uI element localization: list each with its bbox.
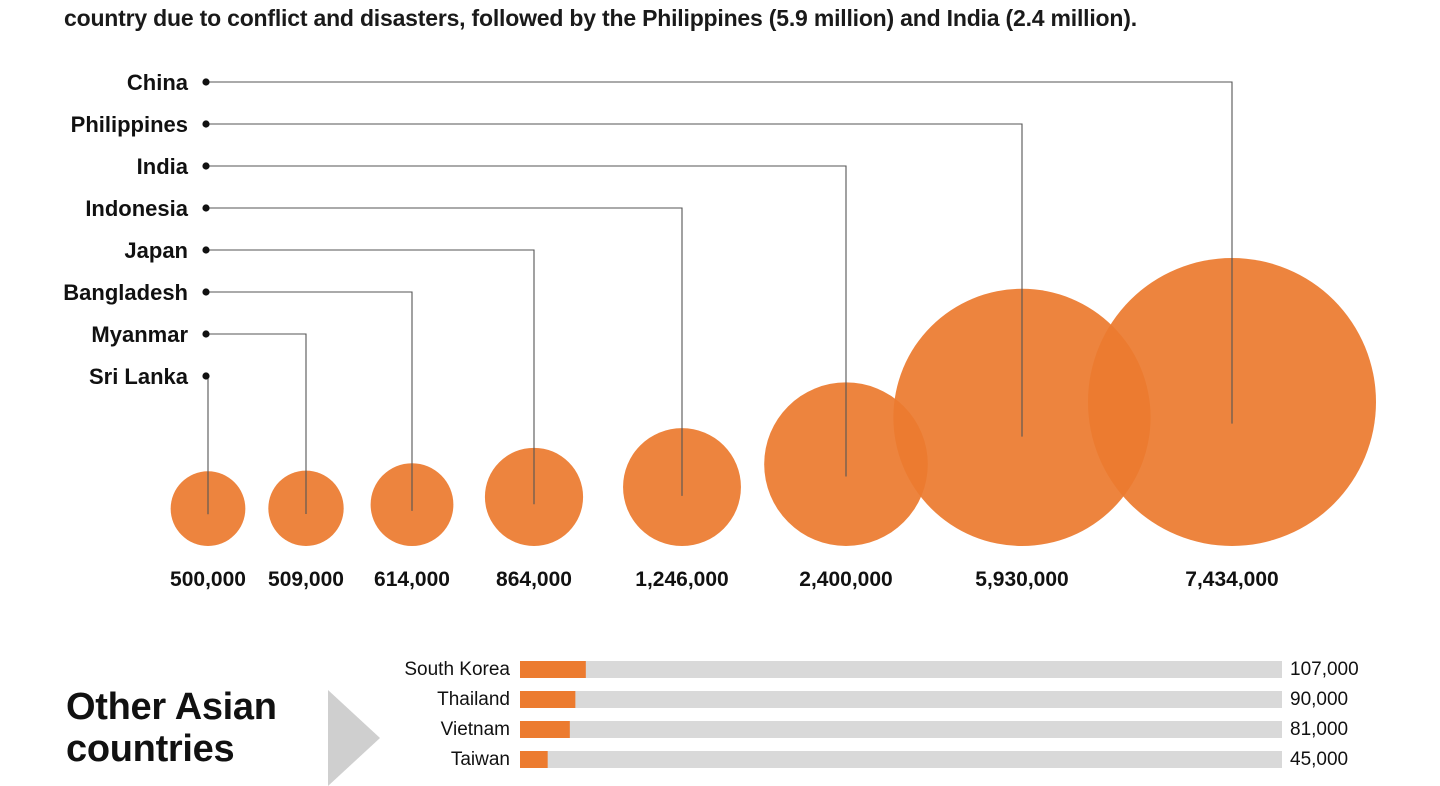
bar-row: South Korea 107,000: [404, 659, 1358, 680]
value-label: 614,000: [374, 568, 450, 591]
country-label: Philippines: [71, 112, 188, 137]
bubble-chart: Sri Lanka Myanmar Bangladesh Japan Indonesia…: [63, 70, 1376, 591]
bar-track: [520, 691, 1282, 708]
bar-track: [520, 661, 1282, 678]
bar-track: [520, 751, 1282, 768]
country-label: Bangladesh: [63, 280, 188, 305]
other-title-line-1: Other Asian: [66, 686, 277, 728]
bar-category-label: South Korea: [404, 659, 510, 680]
bar-category-label: Thailand: [437, 689, 510, 710]
leader-line: [206, 207, 683, 496]
country-label: Japan: [124, 238, 188, 263]
bar: [520, 691, 576, 708]
other-title-line-2: countries: [66, 728, 235, 770]
other-asian-countries-title: Other Asian countries: [66, 686, 277, 770]
arrow-right-icon: [328, 690, 380, 786]
bar-value-label: 81,000: [1290, 719, 1348, 740]
bar: [520, 751, 548, 768]
bar-track: [520, 721, 1282, 738]
bar-row: Thailand 90,000: [437, 689, 1348, 710]
value-label: 1,246,000: [635, 568, 728, 591]
legend-dot: [202, 120, 210, 128]
value-label: 509,000: [268, 568, 344, 591]
value-label: 5,930,000: [975, 568, 1068, 591]
legend-dot: [202, 246, 210, 254]
leader-line: [206, 165, 847, 477]
bar-value-label: 107,000: [1290, 659, 1359, 680]
leader-line: [206, 249, 535, 505]
bar-row: Vietnam 81,000: [441, 719, 1348, 740]
legend-dot: [202, 162, 210, 170]
bar-category-label: Vietnam: [441, 719, 510, 740]
leader-line: [206, 291, 413, 511]
bar: [520, 661, 586, 678]
legend-dot: [202, 78, 210, 86]
value-label: 2,400,000: [799, 568, 892, 591]
legend-dot: [202, 288, 210, 296]
leader-lines: [206, 81, 1233, 515]
leader-line: [206, 81, 1233, 424]
bar-category-label: Taiwan: [451, 749, 510, 770]
country-labels: Sri Lanka Myanmar Bangladesh Japan Indonesia…: [63, 70, 210, 389]
country-label: Indonesia: [85, 196, 188, 221]
country-label: Myanmar: [91, 322, 188, 347]
bubbles: [170, 258, 1376, 546]
other-countries-bar-chart: South Korea 107,000 Thailand 90,000 Vietnam 8…: [404, 659, 1358, 770]
country-label: India: [137, 154, 189, 179]
value-labels: 500,000 509,000 614,000 864,000 1,246,000 2,4…: [170, 568, 1279, 591]
country-label: China: [127, 70, 189, 95]
bar-value-label: 90,000: [1290, 689, 1348, 710]
legend-dot: [202, 330, 210, 338]
bar-row: Taiwan 45,000: [451, 749, 1348, 770]
bar: [520, 721, 570, 738]
leader-line: [206, 123, 1023, 437]
intro-line: country due to conflict and disasters, f…: [64, 5, 1137, 31]
value-label: 7,434,000: [1185, 568, 1278, 591]
legend-dot: [202, 204, 210, 212]
legend-dot: [202, 372, 210, 380]
value-label: 500,000: [170, 568, 246, 591]
country-label: Sri Lanka: [89, 364, 189, 389]
leader-line: [206, 333, 307, 514]
bar-value-label: 45,000: [1290, 749, 1348, 770]
value-label: 864,000: [496, 568, 572, 591]
